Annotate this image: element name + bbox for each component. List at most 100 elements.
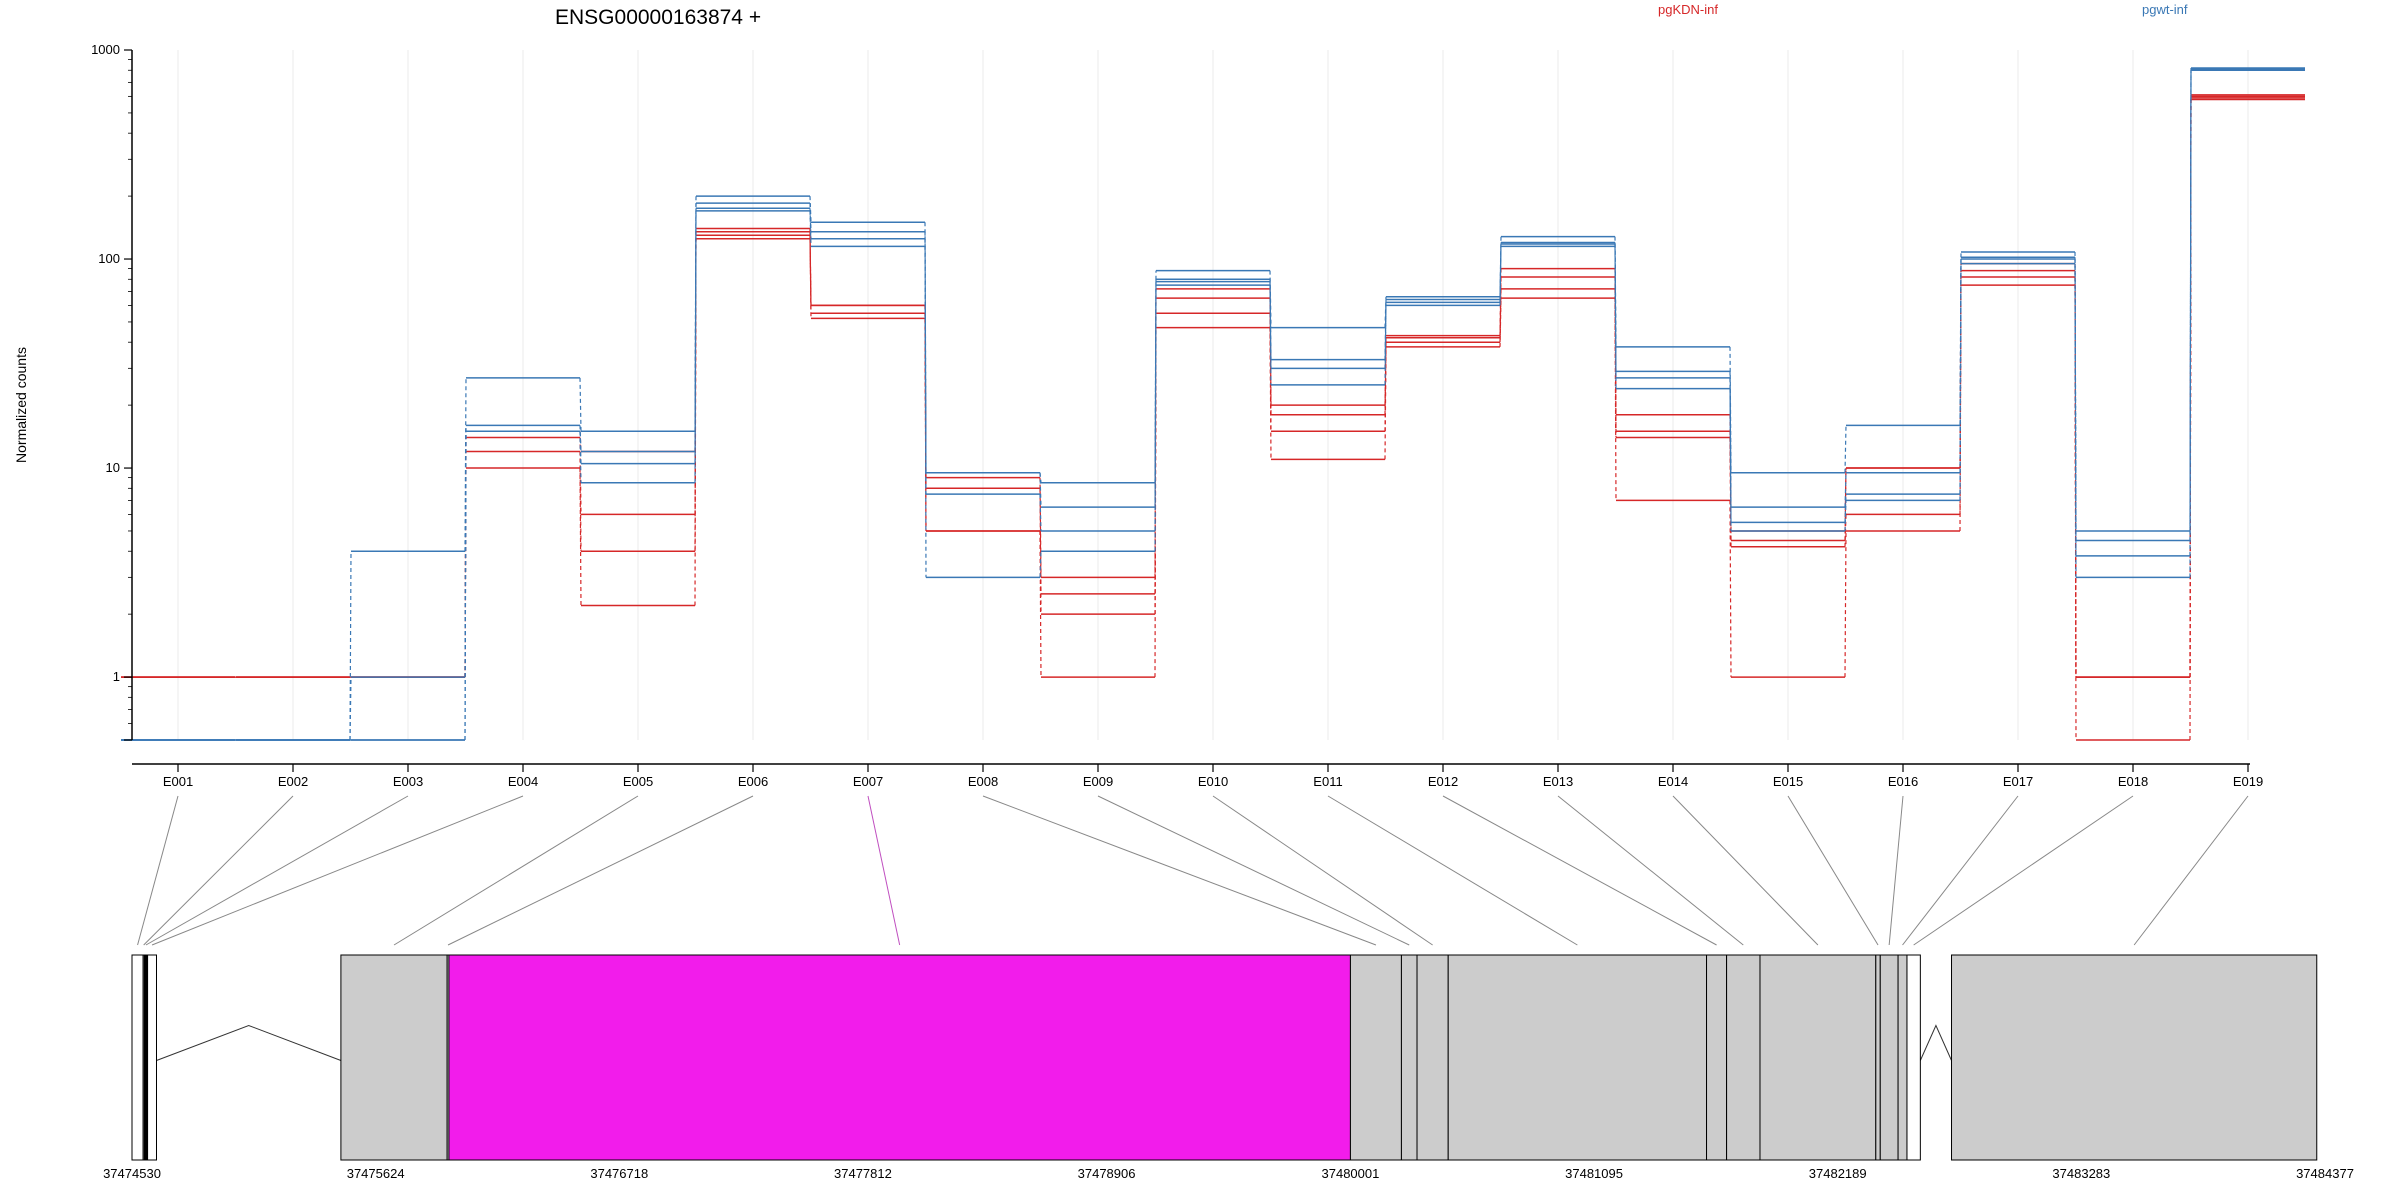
connector-e018 <box>1913 795 2134 946</box>
connector-e013 <box>1614 298 1617 501</box>
gene-model: 37474530 37475624 37476718 37477812 37478906… <box>103 954 2354 1181</box>
connector-e014 <box>1729 500 1732 678</box>
grid <box>177 50 2249 740</box>
connector-e015 <box>1844 530 1847 678</box>
connector-e004 <box>579 431 582 483</box>
x-tick-label-e019: E019 <box>2233 774 2263 789</box>
y-axis-label: Normalized counts <box>13 347 29 463</box>
connector-e015 <box>1787 795 1879 946</box>
exon-e010 <box>1416 954 1449 1161</box>
connector-e013 <box>1557 795 1744 946</box>
connector-e001 <box>137 795 179 946</box>
connector-e007 <box>924 238 927 578</box>
connector-e006 <box>809 208 812 239</box>
connector-e017 <box>1902 795 2019 946</box>
y-tick-label-1000: 1000 <box>91 42 120 57</box>
x-tick-label-e008: E008 <box>968 774 998 789</box>
connector-e008 <box>1039 551 1042 578</box>
x-tick-label-e006: E006 <box>738 774 768 789</box>
x-tick-label-e015: E015 <box>1773 774 1803 789</box>
x-tick-label-e018: E018 <box>2118 774 2148 789</box>
connector-e008 <box>982 795 1377 946</box>
coord-label: 37482189 <box>1809 1166 1867 1181</box>
intron-line-2 <box>1919 1024 1952 1061</box>
coord-label: 37480001 <box>1322 1166 1380 1181</box>
connector-e004 <box>579 377 582 432</box>
y-tick-label-1: 1 <box>113 669 120 684</box>
coord-label: 37484377 <box>2296 1166 2354 1181</box>
chart-title: ENSG00000163874 + <box>555 6 761 29</box>
coord-label: 37477812 <box>834 1166 892 1181</box>
exon-e014 <box>1759 954 1877 1161</box>
connector-e019 <box>2133 795 2249 946</box>
connector-e005 <box>694 208 697 483</box>
connector-e015 <box>1844 472 1847 508</box>
x-tick-label-e012: E012 <box>1428 774 1458 789</box>
connector-e015 <box>1844 425 1847 473</box>
connector-e010 <box>1269 281 1272 369</box>
exon-e018 <box>1906 954 1921 1161</box>
exon-e013 <box>1726 954 1761 1161</box>
connector-e014 <box>1672 795 1819 946</box>
y-tick-label-100: 100 <box>98 251 120 266</box>
connector-e009 <box>1154 327 1157 678</box>
connector-e010 <box>1269 285 1272 385</box>
connector-e012 <box>1442 795 1717 946</box>
exon-e011 <box>1447 954 1708 1161</box>
connector-e016 <box>1888 795 1904 946</box>
connector-e009 <box>1097 795 1410 946</box>
coord-label: 37483283 <box>2052 1166 2110 1181</box>
x-tick-label-e014: E014 <box>1658 774 1688 789</box>
coord-label: 37481095 <box>1565 1166 1623 1181</box>
x-tick-label-e002: E002 <box>278 774 308 789</box>
connector-e008 <box>1039 472 1042 508</box>
connector-e011 <box>1327 795 1578 946</box>
series-pgwt-inf-8 <box>121 67 2305 741</box>
connector-e006 <box>809 228 812 314</box>
connector-e007 <box>867 795 901 946</box>
x-tick-label-e001: E001 <box>163 774 193 789</box>
exon-e005 <box>340 954 448 1161</box>
connector-e008 <box>1039 530 1042 678</box>
exon-e019 <box>1951 954 2318 1161</box>
connector-e018 <box>2189 68 2192 578</box>
y-tick-label-10: 10 <box>106 460 120 475</box>
x-tick-label-e016: E016 <box>1888 774 1918 789</box>
connector-e011 <box>1384 305 1387 369</box>
connector-e007 <box>924 246 927 495</box>
exon-e004 <box>147 954 157 1161</box>
x-tick-label-e017: E017 <box>2003 774 2033 789</box>
connector-e006 <box>447 795 754 946</box>
exon-e015 <box>1875 954 1881 1161</box>
connector-e002 <box>143 795 294 946</box>
coord-label: 37474530 <box>103 1166 161 1181</box>
connector-e008 <box>1039 494 1042 531</box>
connector-e004 <box>579 468 582 606</box>
connector-e012 <box>1499 288 1502 343</box>
x-tick-label-e013: E013 <box>1543 774 1573 789</box>
exon-e012 <box>1706 954 1728 1161</box>
connector-e004 <box>151 795 524 946</box>
exon-e007 <box>448 954 1351 1161</box>
x-tick-label-e011: E011 <box>1313 774 1342 789</box>
coord-label: 37478906 <box>1078 1166 1136 1181</box>
connector-e003 <box>464 431 467 741</box>
coord-label: 37475624 <box>347 1166 405 1181</box>
connector-e005 <box>694 210 697 464</box>
connector-e011 <box>1384 346 1387 460</box>
connector-e018 <box>2189 70 2192 556</box>
exon-e009 <box>1400 954 1418 1161</box>
x-tick-label-e009: E009 <box>1083 774 1113 789</box>
exon-e016 <box>1879 954 1899 1161</box>
intron-line-1 <box>156 1024 342 1061</box>
connector-e012 <box>1499 298 1502 347</box>
connector-e014 <box>1729 377 1732 523</box>
x-tick-label-e003: E003 <box>393 774 423 789</box>
connector-e006 <box>809 210 812 247</box>
connector-e015 <box>1844 500 1847 531</box>
coord-label: 37476718 <box>590 1166 648 1181</box>
x-tick-label-e010: E010 <box>1198 774 1228 789</box>
x-tick-label-e007: E007 <box>853 774 883 789</box>
exon-e008 <box>1349 954 1402 1161</box>
